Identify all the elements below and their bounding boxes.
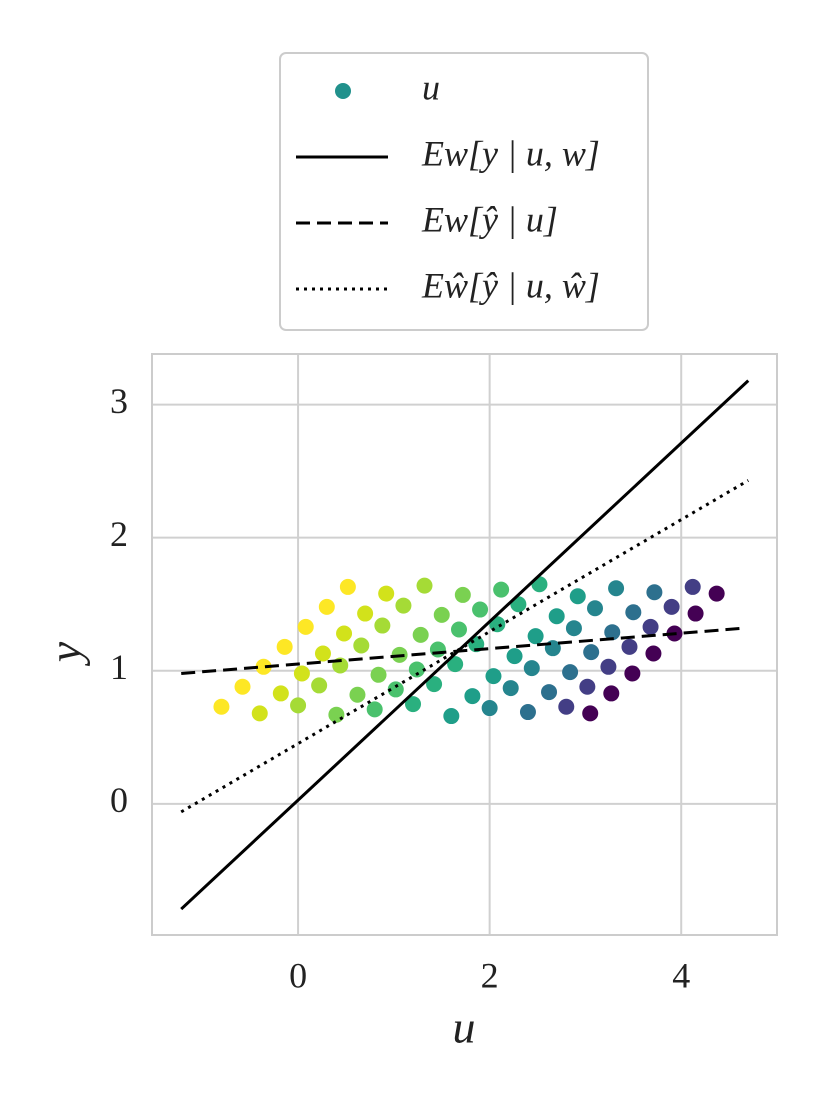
point — [519, 704, 536, 721]
legend-label: Ew[ŷ | u] — [421, 199, 558, 239]
point — [663, 598, 680, 615]
point — [290, 697, 307, 714]
point — [416, 577, 433, 594]
point — [645, 645, 662, 662]
legend-box — [279, 52, 649, 331]
y-axis-label: y — [40, 641, 91, 666]
point — [454, 586, 471, 603]
point — [708, 585, 725, 602]
point — [387, 681, 404, 698]
point — [506, 648, 523, 665]
point — [429, 641, 446, 658]
point — [408, 661, 425, 678]
point — [464, 688, 481, 705]
point — [328, 706, 345, 723]
point — [569, 588, 586, 605]
point — [318, 598, 335, 615]
point — [621, 638, 638, 655]
point — [336, 625, 353, 642]
point — [370, 666, 387, 683]
point — [374, 617, 391, 634]
point — [624, 665, 641, 682]
point — [213, 698, 230, 715]
point — [646, 584, 663, 601]
point — [523, 660, 540, 677]
line — [180, 479, 750, 814]
y-tick-label: 2 — [110, 514, 128, 554]
point — [276, 638, 293, 655]
line — [181, 626, 744, 675]
point — [527, 628, 544, 645]
point — [502, 680, 519, 697]
point — [481, 700, 498, 717]
point — [272, 685, 289, 702]
y-tick-label: 0 — [110, 780, 128, 820]
point — [472, 601, 489, 618]
point — [366, 701, 383, 718]
point — [600, 658, 617, 675]
point — [433, 606, 450, 623]
legend-label: u — [422, 67, 440, 107]
point — [339, 578, 356, 595]
point — [583, 644, 600, 661]
point — [625, 604, 642, 621]
x-tick-label: 2 — [481, 955, 499, 995]
point — [234, 678, 251, 695]
point — [311, 677, 328, 694]
point — [562, 664, 579, 681]
point — [603, 685, 620, 702]
point — [357, 605, 374, 622]
point — [687, 605, 704, 622]
point — [565, 620, 582, 637]
legend-label: Ew[y | u, w] — [421, 133, 600, 173]
point — [353, 637, 370, 654]
point — [443, 708, 460, 725]
point — [587, 600, 604, 617]
plot-frame — [151, 353, 778, 936]
x-tick-label: 0 — [289, 955, 307, 995]
point — [378, 585, 395, 602]
y-tick-label: 1 — [110, 647, 128, 687]
x-tick-label: 4 — [672, 955, 690, 995]
point — [485, 668, 502, 685]
point — [582, 705, 599, 722]
point — [608, 580, 625, 597]
point — [684, 578, 701, 595]
legend-marker — [335, 83, 351, 99]
point — [447, 656, 464, 673]
point — [548, 608, 565, 625]
legend-label: Eŵ[ŷ | u, ŵ] — [421, 265, 600, 305]
point — [395, 597, 412, 614]
point — [493, 581, 510, 598]
x-axis-label: u — [453, 1002, 476, 1053]
point — [450, 621, 467, 638]
point — [251, 705, 268, 722]
y-tick-label: 3 — [110, 381, 128, 421]
point — [314, 645, 331, 662]
point — [255, 658, 272, 675]
point — [405, 696, 422, 713]
point — [297, 618, 314, 635]
point — [412, 626, 429, 643]
point — [541, 684, 558, 701]
point — [579, 678, 596, 695]
point — [349, 686, 366, 703]
point — [426, 676, 443, 693]
point — [642, 618, 659, 635]
point — [558, 698, 575, 715]
point — [604, 624, 621, 641]
point — [293, 665, 310, 682]
